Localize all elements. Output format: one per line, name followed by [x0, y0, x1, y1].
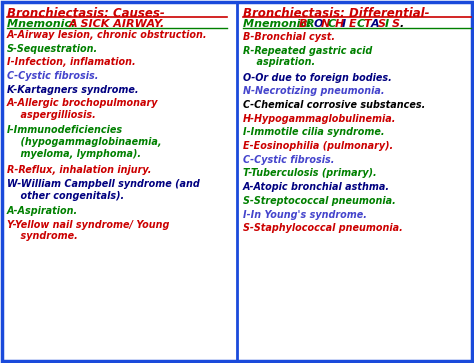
Text: C: C [356, 19, 365, 29]
Text: A SICK AIRWAY.: A SICK AIRWAY. [69, 19, 165, 29]
Text: K-Kartagners syndrome.: K-Kartagners syndrome. [7, 85, 138, 95]
Text: A-Atopic bronchial asthma.: A-Atopic bronchial asthma. [243, 182, 390, 192]
Text: C-Cystic fibrosis.: C-Cystic fibrosis. [243, 155, 334, 165]
Text: B: B [299, 19, 308, 29]
Text: I-In Young's syndrome.: I-In Young's syndrome. [243, 209, 367, 220]
Text: S: S [392, 19, 400, 29]
Text: Bronchiectasis: Differential-: Bronchiectasis: Differential- [243, 7, 429, 20]
Text: C: C [328, 19, 336, 29]
Text: A-Airway lesion, chronic obstruction.: A-Airway lesion, chronic obstruction. [7, 30, 208, 40]
Text: C-Cystic fibrosis.: C-Cystic fibrosis. [7, 71, 99, 81]
Text: Mnemonic:: Mnemonic: [243, 19, 316, 29]
Text: O-Or due to foreign bodies.: O-Or due to foreign bodies. [243, 73, 392, 83]
Text: A: A [371, 19, 379, 29]
Text: T: T [364, 19, 371, 29]
Text: I-Infection, inflamation.: I-Infection, inflamation. [7, 57, 136, 68]
Text: S-Sequestration.: S-Sequestration. [7, 44, 98, 54]
Text: I-Immotile cilia syndrome.: I-Immotile cilia syndrome. [243, 127, 384, 138]
Text: S-Streptococcal pneumonia.: S-Streptococcal pneumonia. [243, 196, 396, 206]
Text: S: S [378, 19, 386, 29]
Text: R: R [306, 19, 315, 29]
Text: E-Eosinophilia (pulmonary).: E-Eosinophilia (pulmonary). [243, 141, 393, 151]
Text: W-William Campbell syndrome (and
    other congenitals).: W-William Campbell syndrome (and other c… [7, 179, 200, 201]
Text: R-Repeated gastric acid
    aspiration.: R-Repeated gastric acid aspiration. [243, 46, 372, 67]
Text: I: I [385, 19, 389, 29]
Text: A-Allergic brochopulmonary
    aspergilliosis.: A-Allergic brochopulmonary aspergilliosi… [7, 98, 158, 120]
Text: Mnemonic:: Mnemonic: [7, 19, 83, 29]
Text: T-Tuberculosis (primary).: T-Tuberculosis (primary). [243, 168, 377, 179]
Text: B-Bronchial cyst.: B-Bronchial cyst. [243, 32, 335, 42]
Text: N-Necrotizing pneumonia.: N-Necrotizing pneumonia. [243, 86, 384, 96]
Text: H-Hypogammaglobulinemia.: H-Hypogammaglobulinemia. [243, 114, 396, 124]
Text: I-Immunodeficiencies
    (hypogammaglobinaemia,
    myeloma, lymphoma).: I-Immunodeficiencies (hypogammaglobinaem… [7, 125, 162, 159]
Text: E: E [349, 19, 356, 29]
Text: I: I [342, 19, 346, 29]
Text: C-Chemical corrosive substances.: C-Chemical corrosive substances. [243, 100, 425, 110]
Text: Y-Yellow nail syndrome/ Young
    syndrome.: Y-Yellow nail syndrome/ Young syndrome. [7, 220, 169, 241]
Text: Bronchiectasis: Causes-: Bronchiectasis: Causes- [7, 7, 165, 20]
Text: O: O [313, 19, 323, 29]
Text: .: . [399, 19, 403, 29]
Text: A-Aspiration.: A-Aspiration. [7, 206, 78, 216]
Text: N: N [320, 19, 330, 29]
Text: H: H [335, 19, 344, 29]
Text: R-Reflux, inhalation injury.: R-Reflux, inhalation injury. [7, 166, 151, 175]
Text: S-Staphylococcal pneumonia.: S-Staphylococcal pneumonia. [243, 223, 403, 233]
